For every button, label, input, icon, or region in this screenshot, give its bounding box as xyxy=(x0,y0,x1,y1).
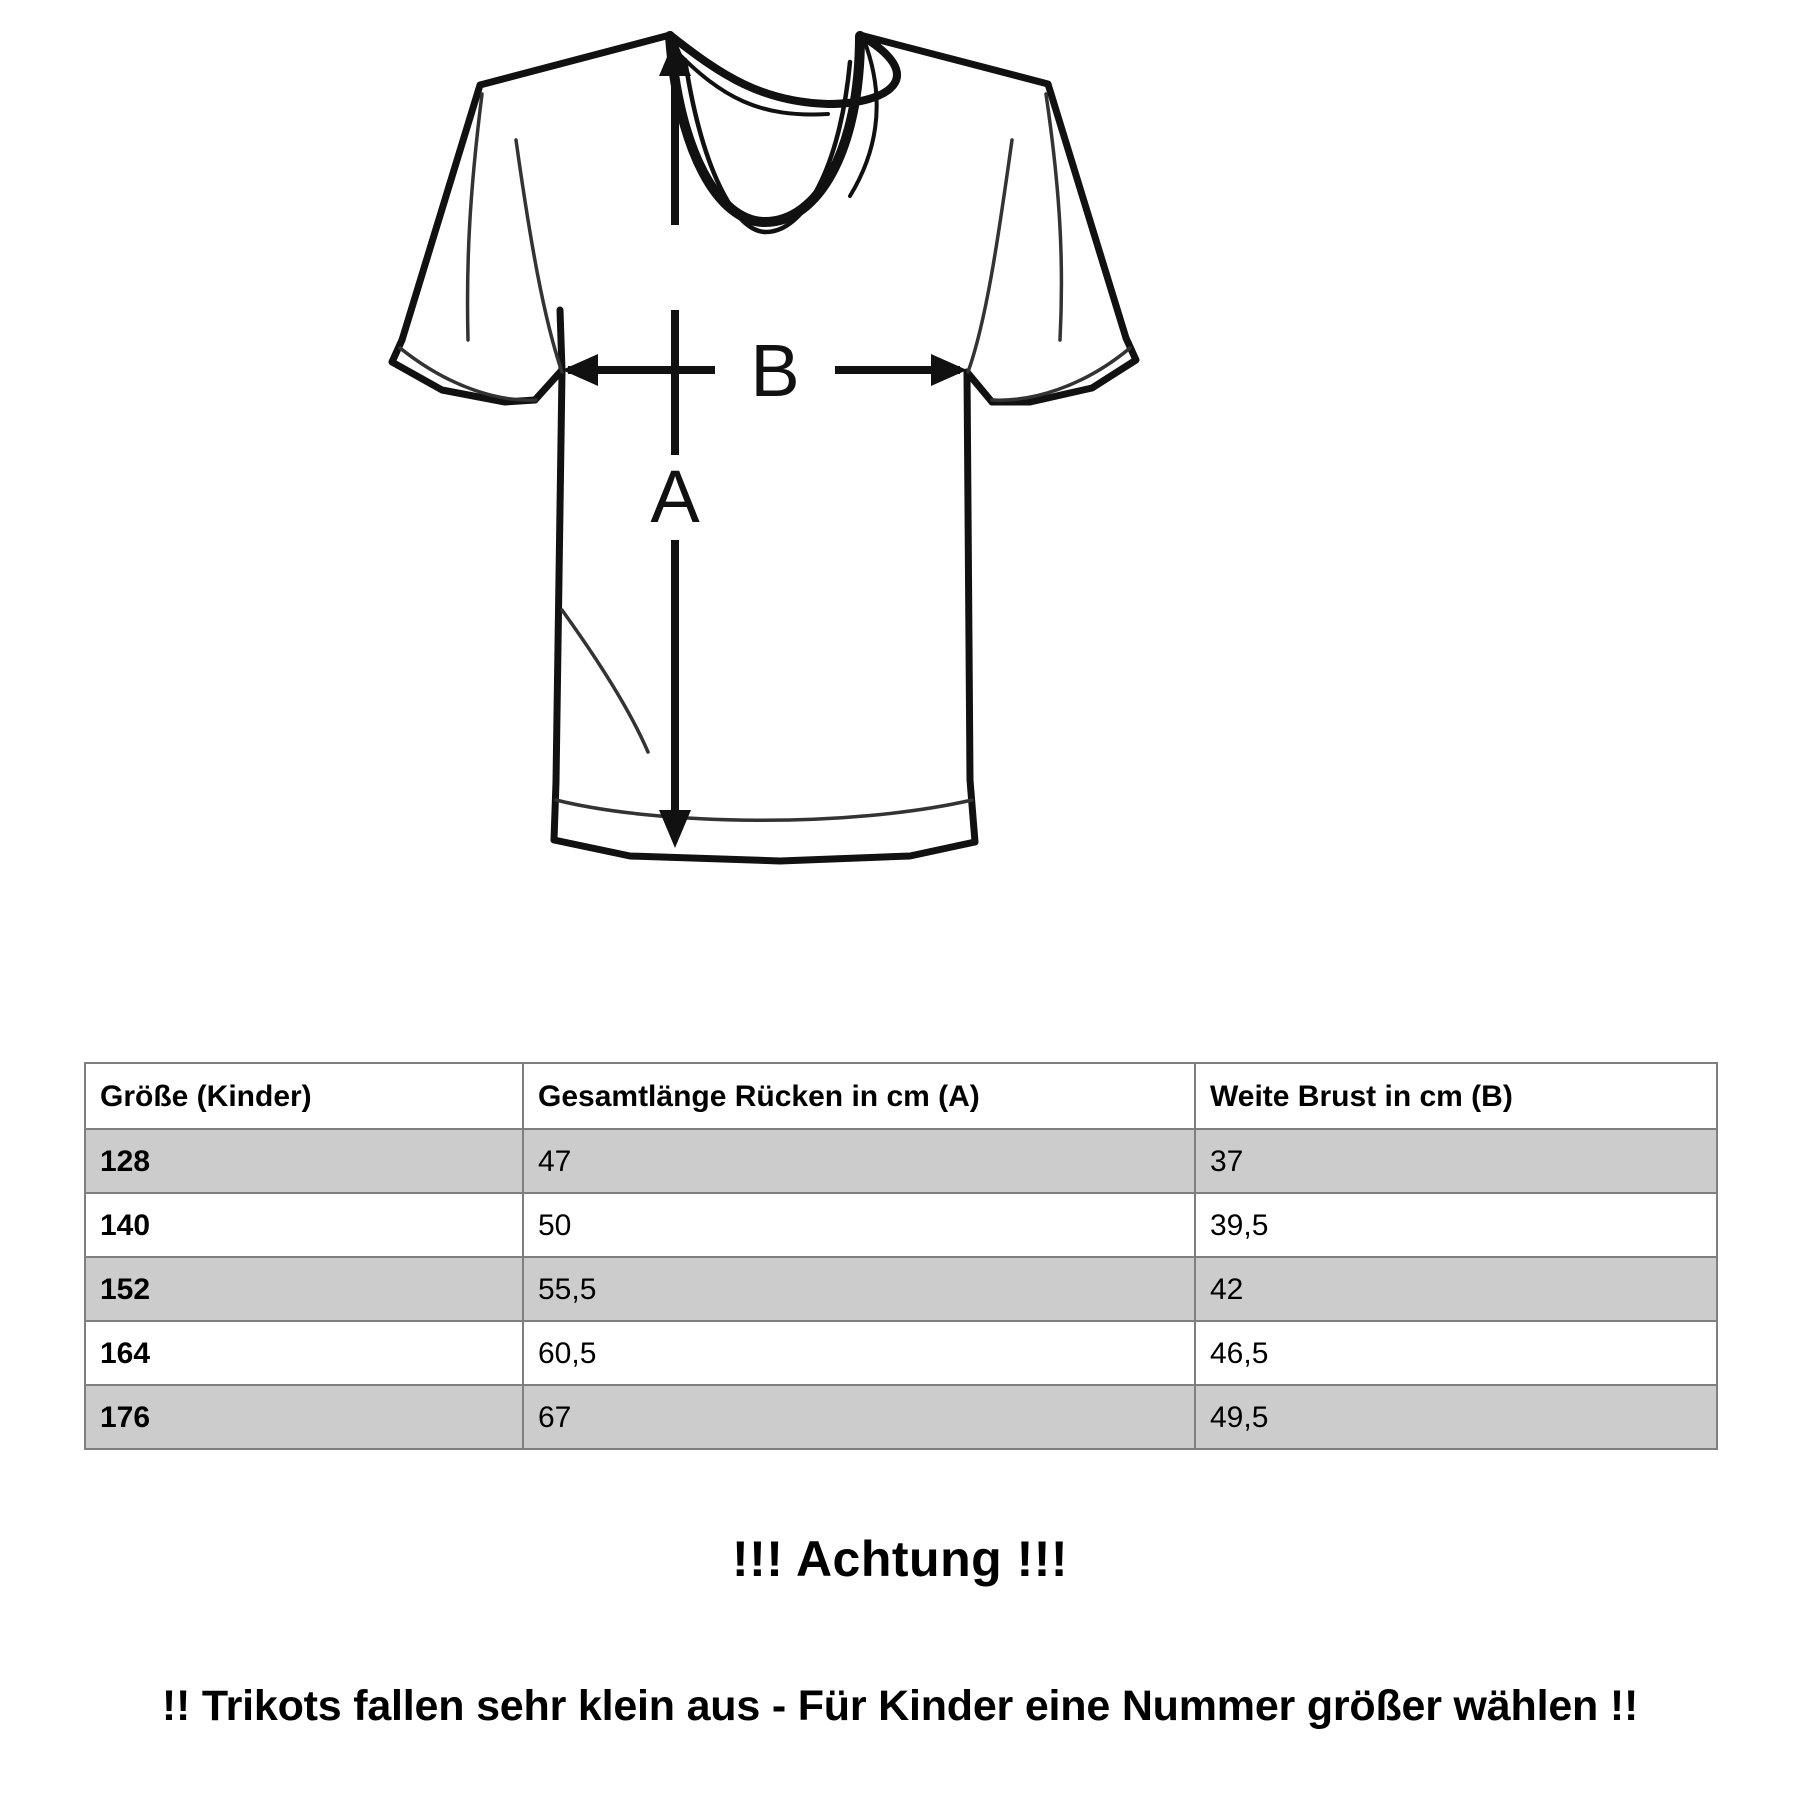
size-table: Größe (Kinder) Gesamtlänge Rücken in cm … xyxy=(84,1062,1718,1450)
notice-area: !!! Achtung !!! !! Trikots fallen sehr k… xyxy=(0,1530,1800,1731)
cell-size: 176 xyxy=(84,1384,524,1450)
cell-chest: 37 xyxy=(1194,1128,1718,1194)
cell-size: 152 xyxy=(84,1256,524,1322)
measurement-arrow-b xyxy=(562,354,967,386)
column-header-size: Größe (Kinder) xyxy=(84,1062,524,1130)
dimension-label-a: A xyxy=(650,455,700,538)
cell-size: 128 xyxy=(84,1128,524,1194)
measurement-arrow-a xyxy=(659,38,691,848)
fabric-detail-lines xyxy=(398,92,1132,822)
cell-chest: 42 xyxy=(1194,1256,1718,1322)
table-row: 152 55,5 42 xyxy=(84,1256,1718,1322)
diagram-area: B A xyxy=(388,31,1140,865)
table-row: 140 50 39,5 xyxy=(84,1192,1718,1258)
column-header-length: Gesamtlänge Rücken in cm (A) xyxy=(522,1062,1196,1130)
cell-length: 55,5 xyxy=(522,1256,1196,1322)
cell-chest: 49,5 xyxy=(1194,1384,1718,1450)
table-row: 128 47 37 xyxy=(84,1128,1718,1194)
tshirt-measurement-diagram: B A xyxy=(388,31,1140,865)
column-header-chest: Weite Brust in cm (B) xyxy=(1194,1062,1718,1130)
tshirt-outline xyxy=(388,31,1140,865)
table-row: 176 67 49,5 xyxy=(84,1384,1718,1450)
cell-size: 140 xyxy=(84,1192,524,1258)
cell-size: 164 xyxy=(84,1320,524,1386)
size-table-container: Größe (Kinder) Gesamtlänge Rücken in cm … xyxy=(84,1062,1718,1450)
table-row: 164 60,5 46,5 xyxy=(84,1320,1718,1386)
cell-length: 67 xyxy=(522,1384,1196,1450)
cell-length: 47 xyxy=(522,1128,1196,1194)
dimension-label-b: B xyxy=(750,329,799,412)
cell-length: 50 xyxy=(522,1192,1196,1258)
table-header-row: Größe (Kinder) Gesamtlänge Rücken in cm … xyxy=(84,1062,1718,1130)
notice-heading: !!! Achtung !!! xyxy=(731,1531,1069,1587)
collar xyxy=(665,31,901,235)
cell-chest: 39,5 xyxy=(1194,1192,1718,1258)
cell-length: 60,5 xyxy=(522,1320,1196,1386)
notice-subtext: !! Trikots fallen sehr klein aus - Für K… xyxy=(161,1682,1639,1730)
cell-chest: 46,5 xyxy=(1194,1320,1718,1386)
